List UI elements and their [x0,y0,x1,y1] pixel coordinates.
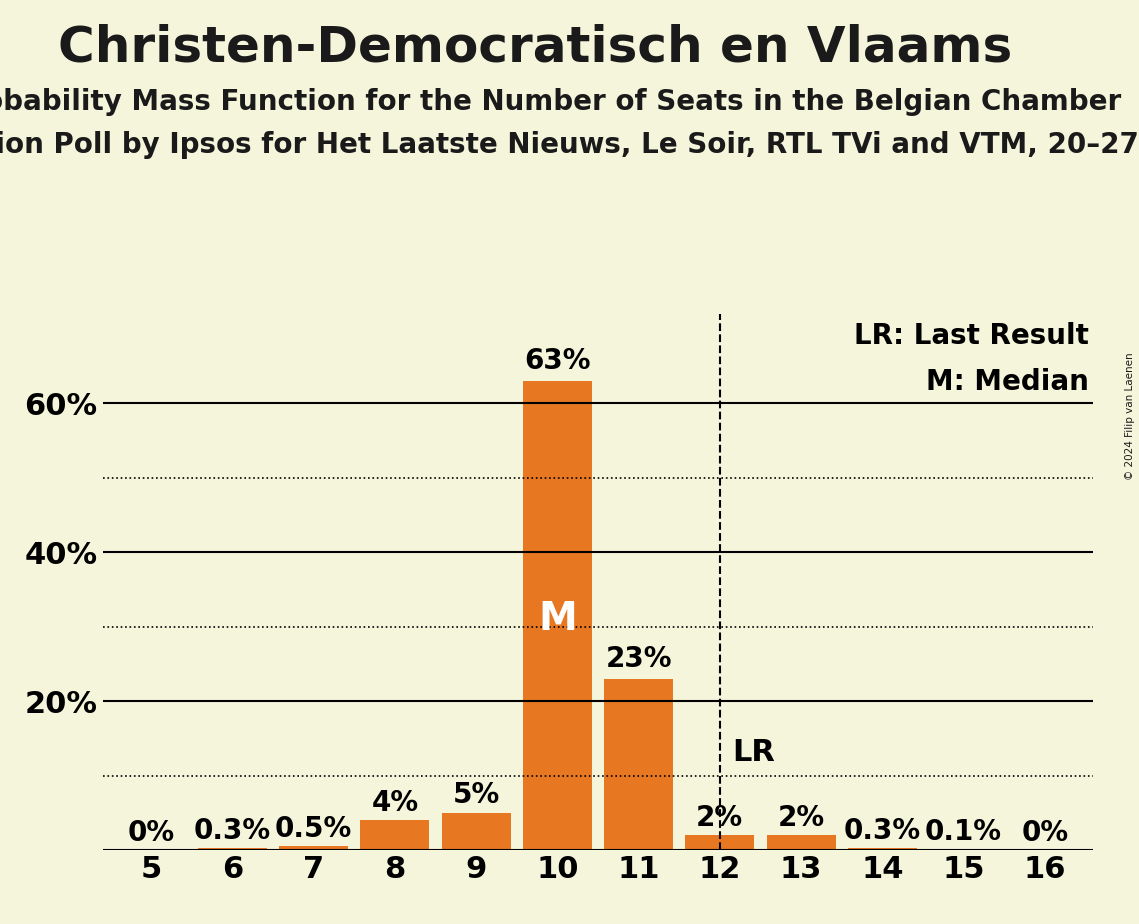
Bar [360,821,429,850]
Text: 0.5%: 0.5% [274,815,352,844]
Text: 2%: 2% [778,804,825,833]
Bar [686,835,754,850]
Text: 5%: 5% [452,781,500,809]
Text: LR: Last Result: LR: Last Result [853,322,1089,350]
Text: M: Median: M: Median [926,368,1089,395]
Bar [198,848,267,850]
Text: 0%: 0% [128,819,174,847]
Text: Christen-Democratisch en Vlaams: Christen-Democratisch en Vlaams [58,23,1013,71]
Bar [523,382,592,850]
Text: LR: LR [732,737,775,767]
Text: on an Opinion Poll by Ipsos for Het Laatste Nieuws, Le Soir, RTL TVi and VTM, 20: on an Opinion Poll by Ipsos for Het Laat… [0,131,1139,159]
Text: 0.3%: 0.3% [844,817,920,845]
Bar [604,679,673,850]
Bar [279,846,349,850]
Text: Probability Mass Function for the Number of Seats in the Belgian Chamber: Probability Mass Function for the Number… [0,88,1121,116]
Text: 0.1%: 0.1% [925,819,1002,846]
Bar [847,848,917,850]
Text: 0.3%: 0.3% [194,817,271,845]
Text: M: M [538,601,576,638]
Text: © 2024 Filip van Laenen: © 2024 Filip van Laenen [1125,352,1134,480]
Bar [442,813,510,850]
Text: 2%: 2% [696,804,744,833]
Text: 0%: 0% [1022,819,1068,847]
Bar [767,835,836,850]
Text: 63%: 63% [524,347,591,375]
Text: 4%: 4% [371,789,418,818]
Text: 23%: 23% [605,645,672,673]
